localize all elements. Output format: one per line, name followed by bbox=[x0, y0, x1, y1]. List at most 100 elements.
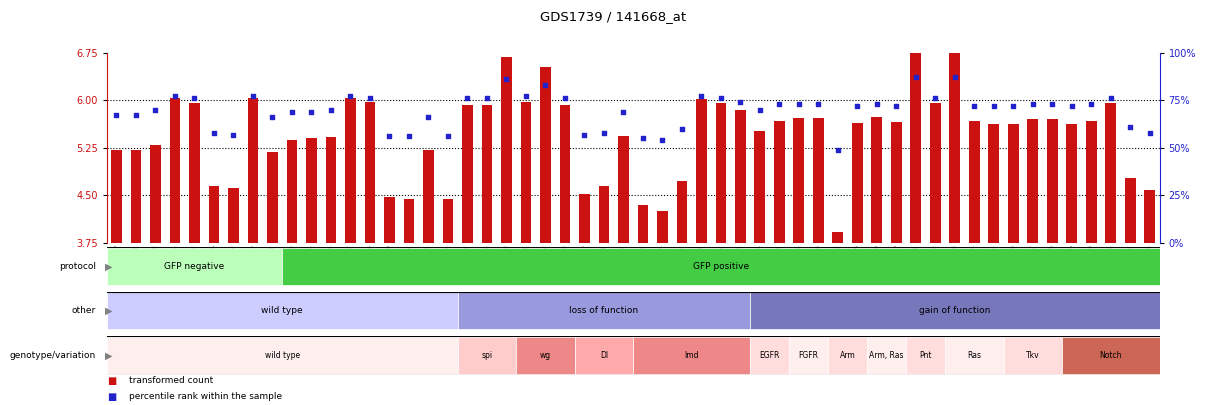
Bar bbox=[520, 102, 531, 243]
Text: GDS1739 / 141668_at: GDS1739 / 141668_at bbox=[540, 10, 687, 23]
Text: Ras: Ras bbox=[967, 351, 982, 360]
Point bbox=[126, 112, 146, 119]
FancyBboxPatch shape bbox=[107, 248, 282, 285]
Point bbox=[614, 109, 633, 115]
FancyBboxPatch shape bbox=[1004, 337, 1063, 374]
Point bbox=[809, 101, 828, 107]
Point bbox=[1023, 101, 1043, 107]
Point bbox=[574, 131, 594, 138]
FancyBboxPatch shape bbox=[458, 292, 750, 329]
Bar bbox=[463, 104, 472, 243]
Point bbox=[535, 82, 555, 88]
Point bbox=[302, 109, 321, 115]
Point bbox=[166, 93, 185, 100]
FancyBboxPatch shape bbox=[750, 337, 789, 374]
Text: Tkv: Tkv bbox=[1026, 351, 1039, 360]
Text: FGFR: FGFR bbox=[799, 351, 818, 360]
Point bbox=[594, 129, 614, 136]
Text: Dl: Dl bbox=[600, 351, 607, 360]
Bar bbox=[228, 188, 239, 243]
Bar bbox=[1047, 119, 1058, 243]
Bar bbox=[404, 199, 415, 243]
FancyBboxPatch shape bbox=[517, 337, 574, 374]
Point bbox=[925, 95, 945, 102]
Text: wild type: wild type bbox=[265, 351, 299, 360]
Bar bbox=[501, 57, 512, 243]
Bar bbox=[130, 150, 141, 243]
Point bbox=[146, 107, 166, 113]
Bar bbox=[638, 205, 648, 243]
Text: wild type: wild type bbox=[261, 306, 303, 315]
Point bbox=[633, 135, 653, 142]
FancyBboxPatch shape bbox=[574, 337, 633, 374]
Bar bbox=[814, 118, 823, 243]
Point bbox=[848, 103, 867, 109]
Point bbox=[653, 137, 672, 143]
Text: Arm: Arm bbox=[839, 351, 855, 360]
FancyBboxPatch shape bbox=[828, 337, 867, 374]
Bar bbox=[871, 117, 882, 243]
Point bbox=[477, 95, 497, 102]
Point bbox=[1120, 124, 1140, 130]
Bar bbox=[345, 98, 356, 243]
Point bbox=[1043, 101, 1063, 107]
Bar bbox=[423, 150, 434, 243]
Point bbox=[886, 103, 906, 109]
Point bbox=[710, 95, 730, 102]
Bar bbox=[1027, 119, 1038, 243]
Point bbox=[828, 147, 848, 153]
Point bbox=[906, 74, 925, 81]
Point bbox=[438, 133, 458, 140]
Text: GFP negative: GFP negative bbox=[164, 262, 225, 271]
Point bbox=[223, 131, 243, 138]
Bar bbox=[832, 232, 843, 243]
Point bbox=[379, 133, 399, 140]
Bar bbox=[774, 121, 785, 243]
Bar bbox=[287, 140, 297, 243]
Bar bbox=[696, 99, 707, 243]
Point bbox=[321, 107, 341, 113]
Bar bbox=[656, 211, 667, 243]
Point bbox=[555, 95, 574, 102]
Bar bbox=[1007, 124, 1018, 243]
Bar bbox=[852, 123, 863, 243]
Point bbox=[769, 101, 789, 107]
Bar bbox=[560, 104, 571, 243]
Bar bbox=[755, 131, 766, 243]
Text: Pnt: Pnt bbox=[919, 351, 931, 360]
Bar bbox=[579, 194, 590, 243]
Point bbox=[750, 107, 769, 113]
Bar bbox=[715, 103, 726, 243]
Text: loss of function: loss of function bbox=[569, 306, 638, 315]
Point bbox=[184, 95, 204, 102]
Text: Arm, Ras: Arm, Ras bbox=[869, 351, 904, 360]
Point bbox=[1004, 103, 1023, 109]
Bar bbox=[930, 103, 941, 243]
Bar bbox=[364, 102, 375, 243]
Point bbox=[789, 101, 809, 107]
Text: percentile rank within the sample: percentile rank within the sample bbox=[129, 392, 282, 401]
Bar bbox=[950, 46, 961, 243]
Bar bbox=[1106, 103, 1117, 243]
Text: ■: ■ bbox=[107, 376, 117, 386]
Point bbox=[730, 99, 750, 105]
Bar bbox=[618, 136, 628, 243]
FancyBboxPatch shape bbox=[282, 248, 1160, 285]
Point bbox=[1081, 101, 1101, 107]
Bar bbox=[481, 104, 492, 243]
Bar bbox=[794, 118, 804, 243]
Point bbox=[1061, 103, 1081, 109]
Point bbox=[360, 95, 379, 102]
Point bbox=[945, 74, 964, 81]
FancyBboxPatch shape bbox=[633, 337, 750, 374]
Point bbox=[282, 109, 302, 115]
Bar bbox=[1066, 124, 1077, 243]
Text: genotype/variation: genotype/variation bbox=[10, 351, 96, 360]
Text: ▶: ▶ bbox=[104, 261, 112, 271]
Point bbox=[692, 93, 712, 100]
Text: ▶: ▶ bbox=[104, 306, 112, 316]
Point bbox=[399, 133, 418, 140]
Point bbox=[243, 93, 263, 100]
Point bbox=[107, 112, 126, 119]
Bar bbox=[599, 186, 610, 243]
